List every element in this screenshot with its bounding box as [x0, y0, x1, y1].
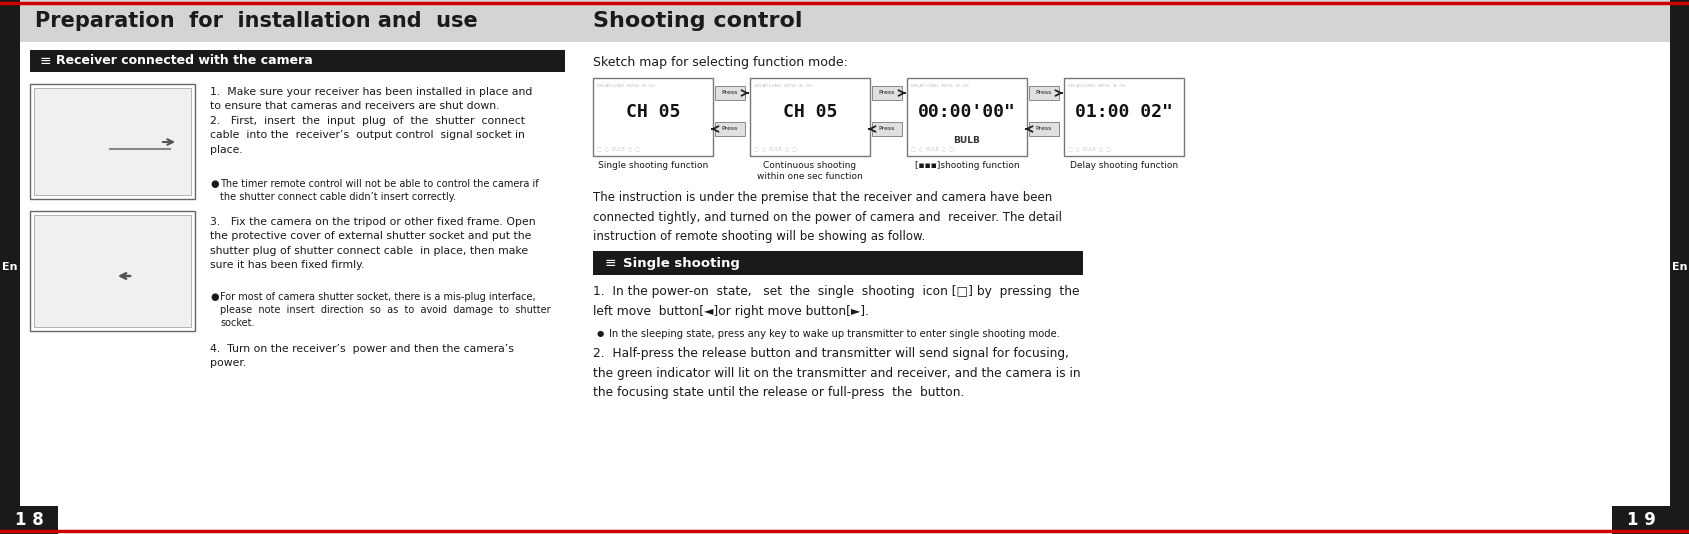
Text: For most of camera shutter socket, there is a mis-plug interface,
please  note  : For most of camera shutter socket, there…: [220, 292, 551, 328]
Text: 1.  Make sure your receiver has been installed in place and
to ensure that camer: 1. Make sure your receiver has been inst…: [209, 87, 532, 155]
Bar: [20, 0, 574, 42]
Text: □  ○  BULB  ○  □: □ ○ BULB ○ □: [1067, 146, 1110, 151]
Text: BULB: BULB: [953, 136, 980, 145]
Text: The timer remote control will not be able to control the camera if
the shutter c: The timer remote control will not be abl…: [220, 179, 539, 202]
Text: □  ○  BULB  ○  □: □ ○ BULB ○ □: [596, 146, 640, 151]
Text: Preparation  for  installation and  use: Preparation for installation and use: [35, 11, 478, 31]
Text: ≡: ≡: [605, 256, 616, 270]
Text: 01:00 02": 01:00 02": [1074, 103, 1172, 121]
Text: 1 9: 1 9: [1625, 511, 1655, 529]
Text: Press: Press: [721, 127, 738, 131]
Text: DELAY LONG  INTVL  N  CH: DELAY LONG INTVL N CH: [1067, 84, 1125, 88]
Bar: [1669, 0, 1689, 534]
Text: Single shooting function: Single shooting function: [598, 161, 708, 170]
Text: Press: Press: [1035, 90, 1052, 96]
Text: CH 05: CH 05: [782, 103, 836, 121]
Text: En: En: [1670, 262, 1687, 272]
Text: [▪▪▪]shooting function: [▪▪▪]shooting function: [914, 161, 1018, 170]
Text: Sketch map for selecting function mode:: Sketch map for selecting function mode:: [593, 56, 848, 69]
Text: 1.  In the power-on  state,   set  the  single  shooting  icon [□] by  pressing : 1. In the power-on state, set the single…: [593, 285, 1079, 318]
Text: Press: Press: [721, 90, 738, 96]
Bar: [1064, 78, 1184, 156]
Text: DELAY LONG  INTVL  N  CH: DELAY LONG INTVL N CH: [910, 84, 968, 88]
Bar: [0, 0, 20, 534]
Text: The instruction is under the premise that the receiver and camera have been
conn: The instruction is under the premise tha…: [593, 191, 1061, 243]
Text: DELAY LONG  INTVL  N  CH: DELAY LONG INTVL N CH: [596, 84, 654, 88]
Text: ≡: ≡: [41, 54, 52, 68]
Text: 00:00'00": 00:00'00": [917, 103, 1015, 121]
Text: DELAY LONG  INTVL  N  CH: DELAY LONG INTVL N CH: [753, 84, 811, 88]
Bar: [714, 122, 745, 136]
Bar: [714, 86, 745, 100]
Bar: [34, 215, 191, 327]
Text: Press: Press: [878, 127, 895, 131]
Bar: [872, 122, 902, 136]
Text: CH 05: CH 05: [625, 103, 679, 121]
Text: 4.  Turn on the receiver’s  power and then the camera’s
power.: 4. Turn on the receiver’s power and then…: [209, 344, 513, 368]
Text: Receiver connected with the camera: Receiver connected with the camera: [56, 54, 312, 67]
Text: En: En: [2, 262, 19, 272]
Text: ●: ●: [209, 292, 218, 302]
Bar: [1611, 506, 1669, 534]
Text: 3.   Fix the camera on the tripod or other fixed frame. Open
the protective cove: 3. Fix the camera on the tripod or other…: [209, 217, 535, 270]
Text: ●: ●: [209, 179, 218, 189]
Bar: [34, 88, 191, 195]
Text: Shooting control: Shooting control: [593, 11, 802, 31]
Text: Press: Press: [878, 90, 895, 96]
Bar: [30, 211, 194, 331]
Text: ●: ●: [596, 329, 605, 338]
Text: Delay shooting function: Delay shooting function: [1069, 161, 1177, 170]
Bar: [30, 50, 564, 72]
Bar: [750, 78, 870, 156]
Bar: [593, 78, 713, 156]
Bar: [574, 0, 1669, 42]
Bar: [30, 84, 194, 199]
Text: □  ○  BULB  ○  □: □ ○ BULB ○ □: [753, 146, 796, 151]
Bar: [0, 506, 57, 534]
Text: 2.  Half-press the release button and transmitter will send signal for focusing,: 2. Half-press the release button and tra…: [593, 347, 1079, 399]
Bar: [872, 86, 902, 100]
Bar: [1029, 86, 1059, 100]
Text: Single shooting: Single shooting: [623, 256, 740, 270]
Text: □  ○  BULB  ○  □: □ ○ BULB ○ □: [910, 146, 953, 151]
Text: 1 8: 1 8: [15, 511, 44, 529]
Bar: [593, 251, 1083, 275]
Bar: [1029, 122, 1059, 136]
Bar: [907, 78, 1027, 156]
Text: Continuous shooting
within one sec function: Continuous shooting within one sec funct…: [757, 161, 863, 181]
Text: Press: Press: [1035, 127, 1052, 131]
Text: In the sleeping state, press any key to wake up transmitter to enter single shoo: In the sleeping state, press any key to …: [608, 329, 1059, 339]
